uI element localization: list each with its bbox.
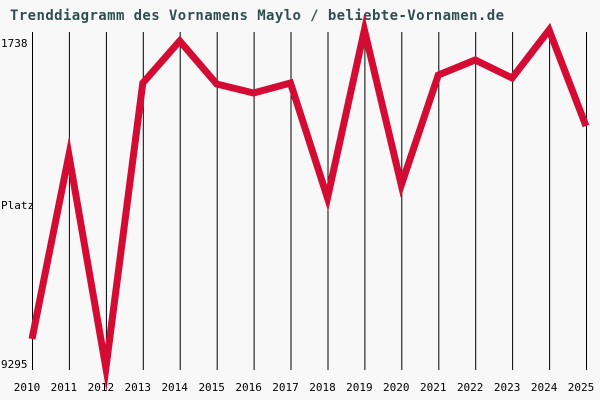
x-tick-label-2011: 2011 bbox=[51, 381, 78, 394]
x-tick-label-2020: 2020 bbox=[383, 381, 410, 394]
chart-title: Trenddiagramm des Vornamens Maylo / beli… bbox=[10, 8, 504, 24]
x-tick-label-2022: 2022 bbox=[457, 381, 484, 394]
x-axis-labels: 2010 2011 2012 2013 2014 2015 2016 2017 2018 2019… bbox=[14, 381, 595, 394]
year-gridlines bbox=[32, 32, 587, 370]
x-tick-label-2018: 2018 bbox=[309, 381, 336, 394]
x-tick-label-2019: 2019 bbox=[346, 381, 373, 394]
x-tick-label-2023: 2023 bbox=[494, 381, 521, 394]
trend-line bbox=[28, 14, 590, 392]
x-tick-label-2013: 2013 bbox=[125, 381, 152, 394]
x-tick-label-2012: 2012 bbox=[88, 381, 115, 394]
y-axis-max-label: 1738 bbox=[1, 37, 28, 50]
y-axis-min-label: 9295 bbox=[1, 358, 28, 371]
x-tick-label-2014: 2014 bbox=[161, 381, 188, 394]
x-tick-label-2010: 2010 bbox=[14, 381, 41, 394]
x-tick-label-2024: 2024 bbox=[531, 381, 558, 394]
x-tick-label-2016: 2016 bbox=[235, 381, 262, 394]
x-tick-label-2015: 2015 bbox=[198, 381, 225, 394]
x-tick-label-2017: 2017 bbox=[272, 381, 299, 394]
x-tick-label-2025: 2025 bbox=[568, 381, 595, 394]
y-axis-title: Platz bbox=[1, 199, 34, 212]
x-tick-label-2021: 2021 bbox=[420, 381, 447, 394]
